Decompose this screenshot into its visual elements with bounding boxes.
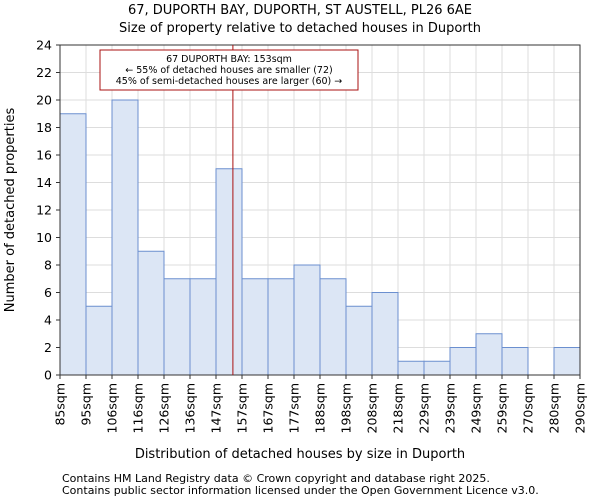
annotation-line-2: ← 55% of detached houses are smaller (72… <box>125 65 332 76</box>
y-tick-label: 14 <box>36 175 52 190</box>
bar <box>345 305 373 376</box>
annotation-box <box>99 49 359 91</box>
x-tick-label: 167sqm <box>261 383 276 433</box>
bar <box>111 99 139 376</box>
y-tick-label: 0 <box>44 368 52 383</box>
x-tick-label: 208sqm <box>365 383 380 433</box>
x-tick-label: 290sqm <box>573 383 588 433</box>
y-tick-label: 8 <box>44 258 52 273</box>
chart-title: 67, DUPORTH BAY, DUPORTH, ST AUSTELL, PL… <box>128 3 472 18</box>
footer-line-2: Contains public sector information licen… <box>62 484 539 497</box>
bars <box>59 99 581 376</box>
bar <box>293 264 321 376</box>
bar <box>371 292 399 376</box>
bar <box>397 360 425 376</box>
bar <box>59 113 87 376</box>
y-tick-label: 2 <box>44 340 52 355</box>
x-tick-label: 116sqm <box>131 383 146 433</box>
x-tick-label: 188sqm <box>313 383 328 433</box>
y-tick-label: 22 <box>36 65 52 80</box>
bar <box>215 168 243 376</box>
chart-subtitle: Size of property relative to detached ho… <box>119 21 481 36</box>
footer-line-1: Contains HM Land Registry data © Crown c… <box>62 472 490 485</box>
x-tick-label: 259sqm <box>495 383 510 433</box>
bar <box>449 347 477 376</box>
y-tick-label: 10 <box>36 230 52 245</box>
y-tick-label: 6 <box>44 285 52 300</box>
y-tick-label: 12 <box>36 203 52 218</box>
bar <box>85 305 113 376</box>
bar <box>553 347 581 376</box>
x-tick-label: 270sqm <box>521 383 536 433</box>
x-tick-label: 239sqm <box>443 383 458 433</box>
x-tick-label: 136sqm <box>183 383 198 433</box>
bar <box>501 347 529 376</box>
x-tick-label: 95sqm <box>79 383 94 426</box>
bar <box>267 278 295 376</box>
bar <box>475 333 503 376</box>
x-tick-label: 106sqm <box>105 383 120 433</box>
bar <box>423 360 451 376</box>
y-tick-label: 18 <box>36 120 52 135</box>
plot-frame <box>59 44 581 376</box>
annotation-line-1: 67 DUPORTH BAY: 153sqm <box>166 54 292 65</box>
annotation-line-3: 45% of semi-detached houses are larger (… <box>116 76 343 87</box>
x-tick-label: 85sqm <box>53 383 68 426</box>
x-axis-label: Distribution of detached houses by size … <box>135 447 465 462</box>
y-tick-label: 20 <box>36 93 52 108</box>
x-tick-label: 198sqm <box>339 383 354 433</box>
y-tick-label: 4 <box>44 313 52 328</box>
x-tick-label: 229sqm <box>417 383 432 433</box>
x-tick-label: 177sqm <box>287 383 302 433</box>
x-tick-label: 147sqm <box>209 383 224 433</box>
y-axis-label: Number of detached properties <box>3 108 18 313</box>
x-tick-label: 157sqm <box>235 383 250 433</box>
x-tick-label: 280sqm <box>547 383 562 433</box>
y-tick-label: 24 <box>36 38 52 53</box>
bar <box>137 250 165 376</box>
x-axis-ticks: 85sqm 95sqm 106sqm 116sqm 126sqm 136sqm 147sqm… <box>53 375 588 433</box>
bar <box>241 278 269 376</box>
bar <box>319 278 347 376</box>
x-tick-label: 126sqm <box>157 383 172 433</box>
y-tick-label: 16 <box>36 148 52 163</box>
x-tick-label: 218sqm <box>391 383 406 433</box>
bar <box>163 278 191 376</box>
x-tick-label: 249sqm <box>469 383 484 433</box>
bar <box>189 278 217 376</box>
